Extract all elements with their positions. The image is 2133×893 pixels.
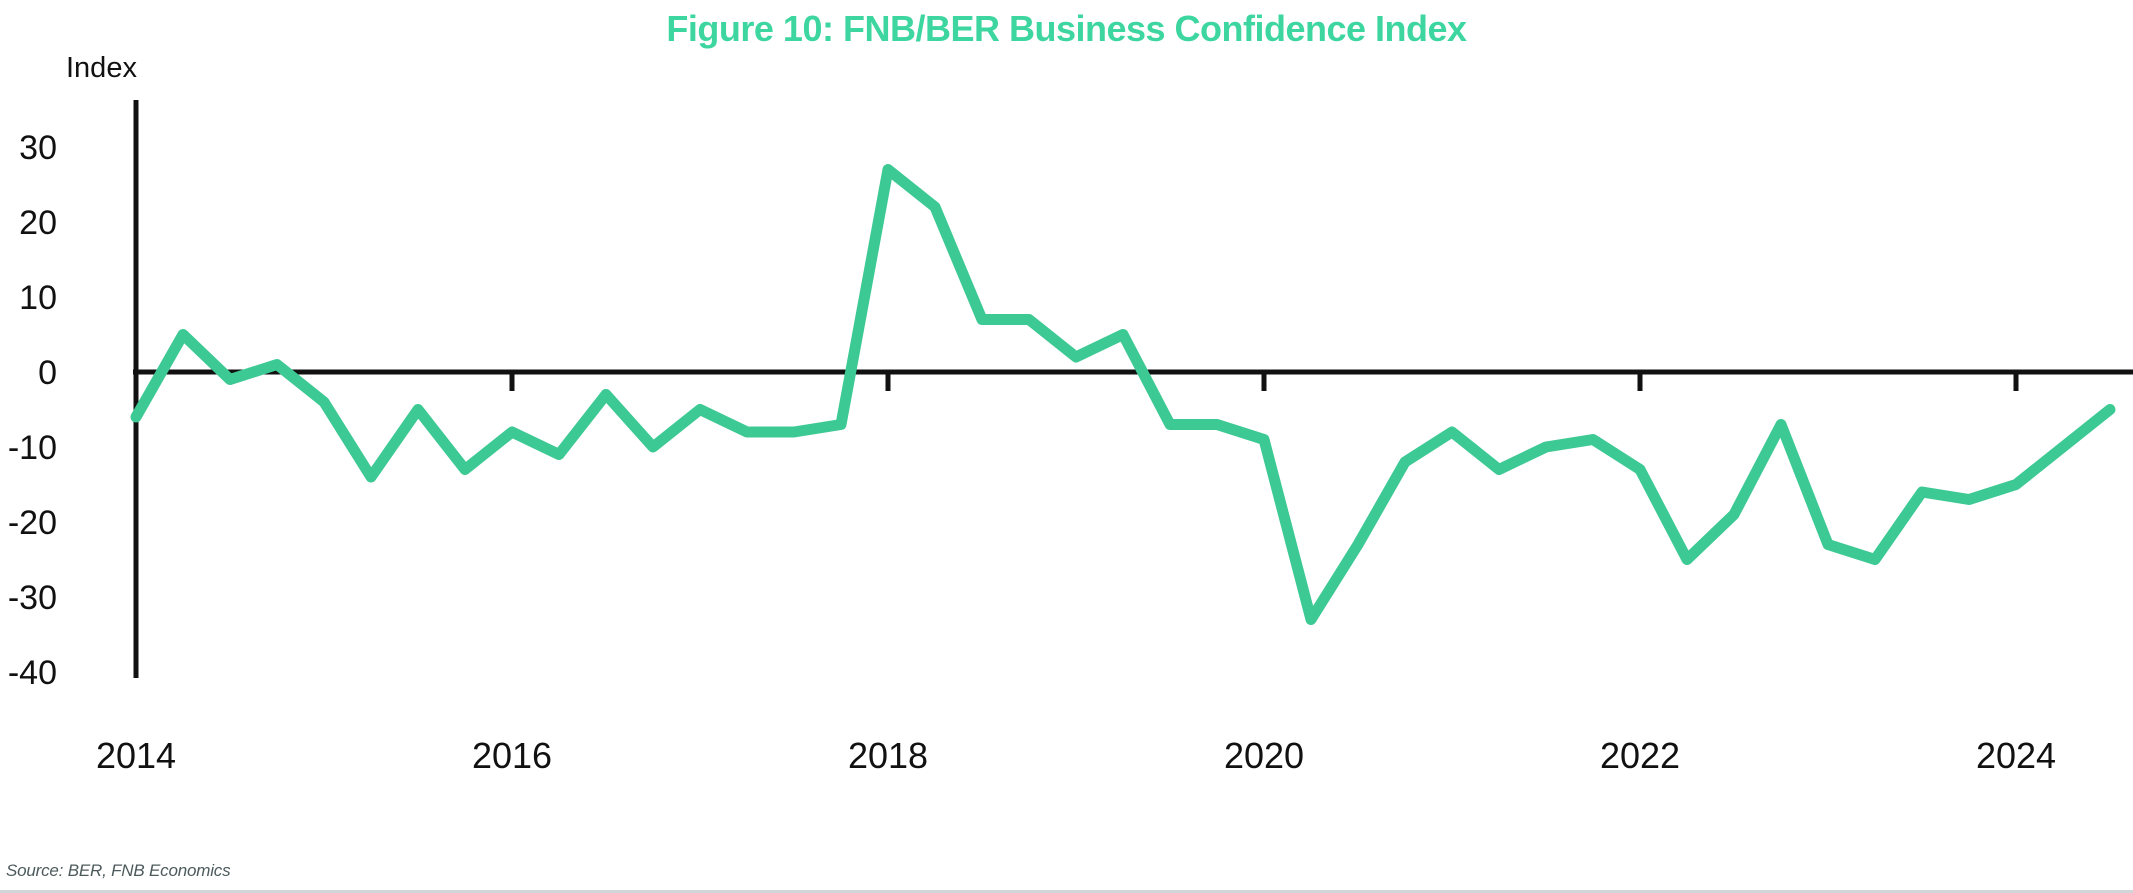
x-axis-tick-label: 2016 [472,735,552,776]
series-line [130,164,2116,625]
y-axis-tick-label: -30 [8,579,57,617]
x-axis-tick-label: 2022 [1600,735,1680,776]
x-axis-tick-label: 2018 [848,735,928,776]
x-axis-tick-label: 2024 [1976,735,2056,776]
y-axis-tick-label: 0 [38,354,57,392]
x-axis-tick-label: 2020 [1224,735,1304,776]
y-axis-tick-label: -40 [8,654,57,692]
y-axis-tick-label: 20 [19,204,57,242]
figure-title: Figure 10: FNB/BER Business Confidence I… [666,8,1467,49]
y-axis-title: Index [66,52,137,84]
source-note: Source: BER, FNB Economics [6,861,231,880]
bottom-divider [0,890,2133,893]
y-axis-tick-label: 10 [19,279,57,317]
y-axis-tick-label: 30 [19,129,57,167]
y-axis-tick-label: -20 [8,504,57,542]
y-axis-tick-label: -10 [8,429,57,467]
x-axis-tick-label: 2014 [96,735,176,776]
